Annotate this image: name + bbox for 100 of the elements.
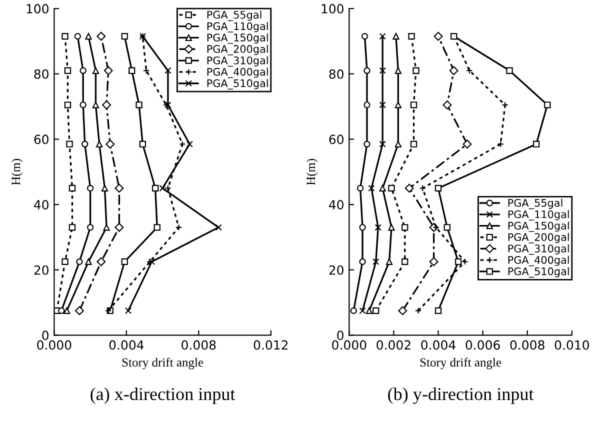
point — [148, 258, 156, 266]
x-tick-label: 0.004 — [109, 340, 144, 350]
x-tick-label: 0.012 — [254, 340, 288, 350]
point — [404, 184, 414, 193]
point — [68, 224, 76, 231]
legend-label: PGA_110gal — [508, 210, 569, 221]
point — [154, 224, 160, 231]
x-tick-label: 0.008 — [182, 340, 216, 350]
point — [372, 258, 380, 266]
point — [101, 184, 108, 192]
point — [379, 184, 386, 192]
point — [410, 140, 418, 148]
point — [164, 67, 172, 74]
point — [58, 307, 65, 314]
point — [82, 140, 88, 148]
text: (b) y-direction input — [388, 387, 534, 404]
x-tick-label: 0.008 — [510, 340, 544, 350]
point — [74, 306, 84, 316]
point — [62, 258, 68, 266]
point — [92, 67, 100, 74]
point — [379, 32, 386, 40]
point — [408, 32, 415, 40]
point — [374, 224, 382, 231]
point — [175, 224, 182, 231]
y-tick-label: 100 — [26, 4, 48, 14]
point — [419, 184, 426, 192]
point — [388, 184, 395, 192]
legend-label: PGA_510gal — [207, 79, 268, 90]
point — [434, 184, 442, 192]
point — [96, 32, 106, 41]
legend-label: PGA_55gal — [207, 10, 262, 21]
point — [164, 102, 172, 108]
point — [449, 66, 458, 76]
point — [139, 140, 146, 148]
point — [462, 140, 472, 149]
y-tick-label: 80 — [329, 69, 344, 79]
legend-label: PGA_400gal — [508, 256, 569, 266]
legend-label: PGA_200gal — [508, 232, 569, 244]
point — [379, 102, 386, 108]
point — [121, 258, 128, 266]
x-tick-label: 0.000 — [332, 340, 366, 350]
y-tick-label: 60 — [34, 134, 48, 144]
x-tick-label: 0.002 — [376, 340, 410, 350]
y-tick-label: 20 — [34, 265, 48, 275]
point — [63, 307, 70, 314]
point — [356, 184, 364, 192]
point — [215, 224, 222, 231]
point — [497, 140, 504, 148]
y-tick-label: 20 — [329, 265, 344, 275]
point — [114, 184, 124, 193]
point — [410, 102, 418, 108]
legend-label: PGA_510gal — [508, 267, 569, 278]
point — [506, 67, 513, 74]
legend-label: PGA_150gal — [207, 33, 268, 44]
point — [402, 258, 408, 266]
legend-label: PGA_150gal — [508, 222, 569, 232]
point — [454, 258, 462, 266]
point — [186, 140, 193, 148]
point — [361, 32, 368, 40]
point — [394, 140, 402, 148]
point — [394, 67, 402, 74]
point — [350, 307, 357, 314]
point — [66, 140, 73, 148]
point — [64, 67, 72, 74]
x-axis-title: Story drift angle — [420, 358, 502, 370]
point — [364, 67, 370, 74]
point — [106, 140, 115, 149]
y-tick-label: 0 — [42, 330, 48, 340]
point — [364, 102, 370, 108]
point — [394, 102, 402, 108]
y-tick-label: 40 — [329, 200, 344, 210]
point — [359, 224, 366, 231]
point — [462, 258, 468, 266]
point — [92, 102, 100, 108]
point — [142, 67, 150, 74]
point — [62, 32, 68, 40]
point — [398, 306, 408, 316]
point — [103, 224, 110, 231]
legend-label: PGA_310gal — [207, 56, 268, 67]
point — [85, 32, 92, 40]
point — [152, 184, 159, 192]
point — [432, 224, 440, 231]
point — [64, 102, 72, 108]
point — [74, 32, 81, 40]
point — [128, 67, 136, 74]
point — [412, 67, 420, 74]
point — [544, 102, 551, 108]
text: (a) x-direction input — [90, 387, 236, 404]
y-tick-label: 80 — [34, 69, 48, 79]
point — [96, 257, 106, 266]
point — [104, 66, 113, 76]
point — [532, 140, 540, 148]
point — [502, 102, 508, 108]
x-tick-label: 0.004 — [421, 340, 456, 350]
point — [359, 258, 366, 266]
point — [372, 307, 380, 314]
y-tick-label: 60 — [329, 134, 344, 144]
x-tick-label: 0.010 — [554, 340, 589, 350]
point — [444, 224, 450, 231]
point — [96, 140, 103, 148]
